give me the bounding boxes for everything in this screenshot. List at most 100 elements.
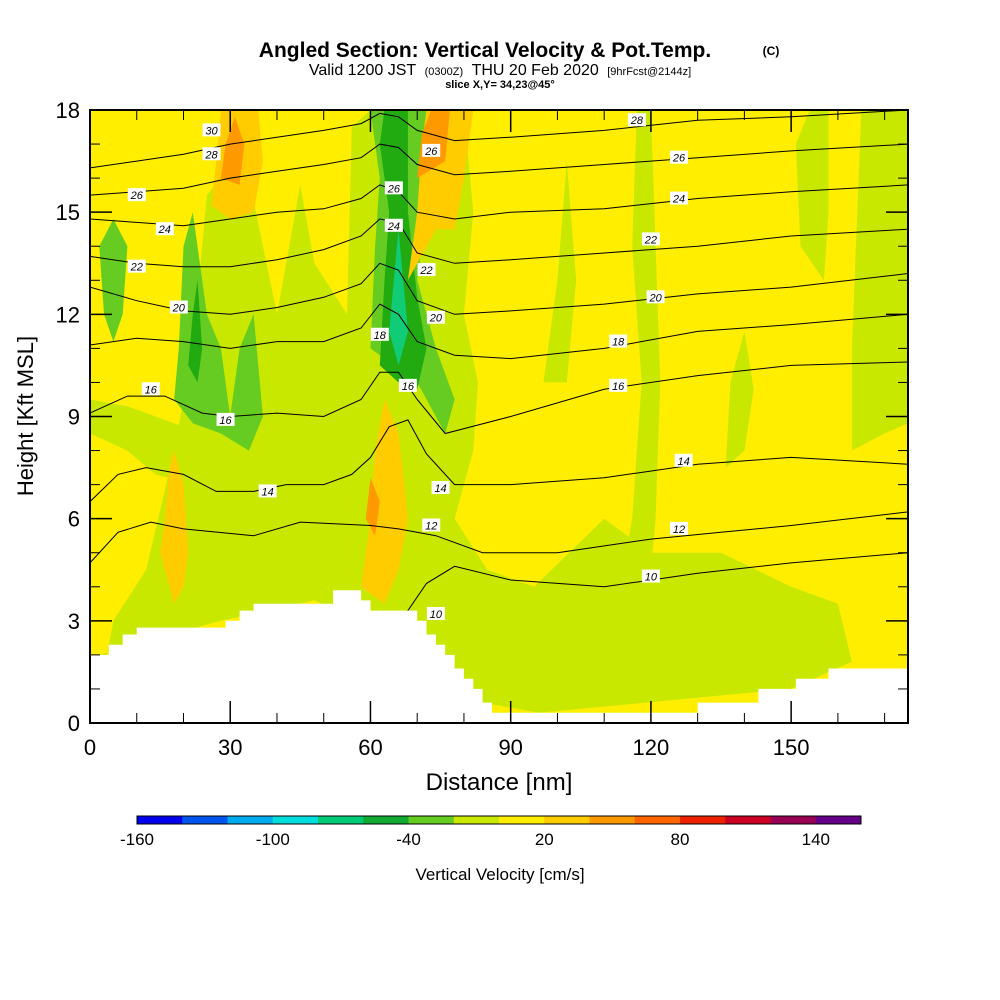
valid-utc: (0300Z) [425, 66, 464, 78]
colorbar-swatch [680, 816, 726, 824]
contour-label-bg [384, 218, 403, 232]
contour-label-bg [127, 259, 146, 273]
contour-label-bg [646, 290, 665, 304]
contour-label-bg [422, 518, 441, 532]
contour-label-text: 16 [219, 415, 232, 427]
x-tick-labels: 0 30 60 90 120 150 [84, 735, 810, 760]
theta-contour-18 [90, 303, 908, 360]
colorbar-swatch [725, 816, 771, 824]
chart-title-tag: (C) [763, 44, 780, 58]
colorbar-tick-label: 20 [535, 830, 554, 849]
contour-label-bg [426, 607, 445, 621]
contour-label: 16 [216, 412, 235, 427]
contour-label: 24 [669, 191, 688, 206]
contour-label-text: 28 [630, 115, 644, 127]
colorbar-swatch [815, 816, 862, 824]
y-tick-label: 12 [56, 302, 80, 327]
contour-label: 28 [202, 147, 221, 161]
shaded-region-20 [365, 477, 380, 536]
shaded-region-0 [99, 110, 852, 713]
contour-label: 26 [422, 143, 441, 158]
colorbar-swatch [453, 816, 500, 824]
contour-label: 18 [609, 334, 628, 349]
contour-label: 18 [370, 327, 389, 342]
contour-label: 26 [669, 150, 688, 165]
contour-label: 20 [426, 310, 445, 325]
shaded-region-4 [725, 331, 754, 468]
colorbar-swatch [227, 816, 274, 824]
contour-label-text: 22 [130, 262, 143, 274]
shaded-region-3 [795, 110, 829, 281]
contour-label: 28 [627, 113, 646, 127]
shaded-region-11 [188, 280, 203, 383]
contour-label: 20 [646, 290, 665, 304]
axis-ticks [89, 109, 908, 724]
contour-label-bg [422, 143, 441, 157]
contour-label-bg [216, 412, 235, 426]
colorbar-swatch [634, 816, 681, 824]
contour-label-bg [169, 300, 188, 314]
y-tick-label: 6 [68, 507, 80, 532]
colorbar [136, 815, 862, 825]
shaded-region-13 [389, 229, 408, 366]
colorbar-swatch [182, 816, 228, 824]
chart-title: Angled Section: Vertical Velocity & Pot.… [259, 39, 711, 62]
x-axis-label: Distance [nm] [426, 769, 573, 796]
contour-label-text: 14 [261, 486, 273, 498]
contour-label-text: 24 [158, 224, 171, 236]
contour-label-bg [609, 334, 628, 348]
colorbar-tick-label: -160 [120, 830, 154, 849]
contour-label: 16 [609, 378, 628, 393]
contour-label-text: 18 [612, 337, 625, 349]
contour-label-bg [641, 569, 660, 583]
terrain-profile [90, 590, 908, 723]
contour-label: 24 [384, 218, 403, 233]
contour-label-bg [370, 327, 389, 341]
contour-label-text: 30 [205, 125, 218, 137]
y-tick-label: 0 [68, 711, 80, 736]
contour-label-bg [627, 113, 646, 127]
contour-label-text: 18 [374, 330, 387, 342]
contour-label-text: 10 [645, 572, 658, 584]
shaded-region-5 [851, 110, 908, 451]
y-tick-label: 3 [68, 609, 80, 634]
colorbar-swatch [589, 816, 636, 824]
contour-label-text: 28 [204, 149, 218, 161]
contour-label-text: 20 [172, 303, 186, 315]
contour-label-bg [258, 484, 277, 498]
contour-label: 16 [398, 378, 417, 393]
valid-date: THU 20 Feb 2020 [472, 62, 599, 79]
contour-labels: 26 24 22 20 16 16 14 10 12 14 16 18 20 22 24 26 26 28 30 10… [127, 113, 693, 621]
contour-label: 14 [431, 481, 450, 495]
x-tick-label: 30 [218, 735, 242, 760]
x-tick-label: 90 [498, 735, 522, 760]
colorbar-swatch [318, 816, 364, 824]
valid-prefix: Valid 1200 JST [309, 62, 417, 79]
contour-label-text: 22 [644, 234, 657, 246]
shaded-region-6 [543, 161, 577, 383]
colorbar-tick-labels: -160 -100 -40 20 80 140 [120, 830, 830, 849]
y-tick-label: 9 [68, 405, 80, 430]
contour-label: 16 [141, 382, 160, 396]
contour-label-bg [669, 191, 688, 205]
y-tick-label: 15 [56, 200, 80, 225]
contour-label-bg [398, 378, 417, 392]
contour-label-bg [384, 181, 403, 195]
contour-label-text: 10 [430, 609, 443, 621]
contour-label-bg [431, 481, 450, 495]
colorbar-swatch [770, 816, 817, 824]
contour-label-bg [426, 310, 445, 324]
colorbar-label: Vertical Velocity [cm/s] [415, 865, 584, 884]
colorbar-swatch [137, 816, 183, 824]
contour-label-text: 14 [434, 483, 446, 495]
contour-label-text: 26 [424, 146, 438, 158]
contour-label-bg [417, 263, 436, 277]
contour-label: 26 [127, 188, 146, 202]
contour-label: 24 [155, 222, 174, 236]
contour-label-text: 16 [402, 381, 415, 393]
contour-label-text: 20 [429, 313, 443, 325]
forecast-tag: [9hrFcst@2144z] [607, 66, 691, 78]
contour-label-bg [609, 378, 628, 392]
contour-label: 22 [127, 259, 146, 274]
slice-info: slice X,Y= 34,23@45° [445, 79, 555, 91]
